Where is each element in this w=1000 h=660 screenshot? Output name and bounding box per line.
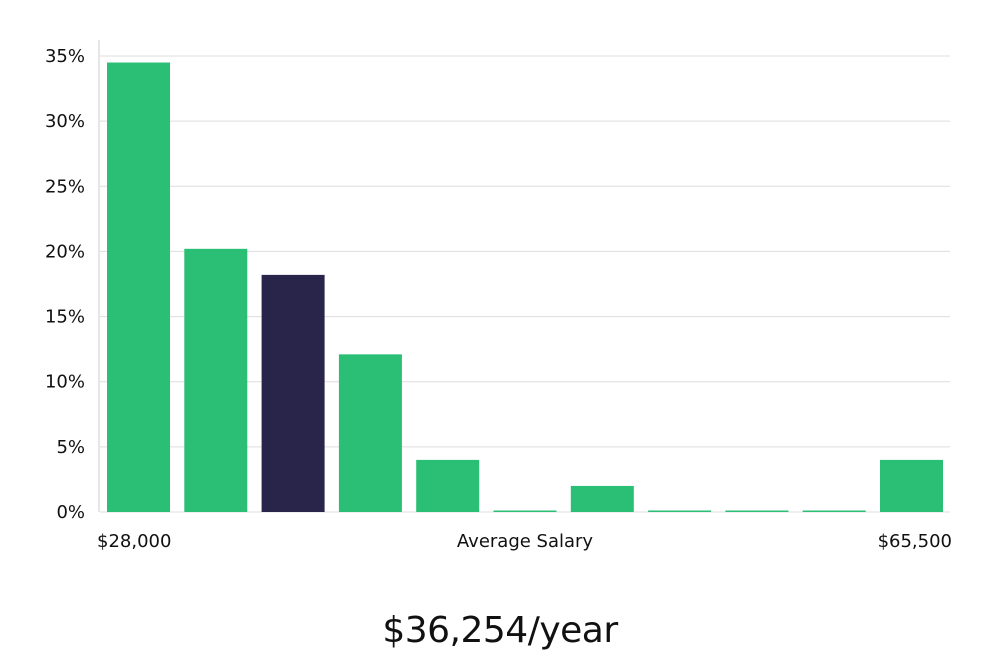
y-tick-label: 35%	[45, 46, 85, 67]
y-axis-ticks: 0% 5% 10% 15% 20% 25% 30% 35%	[45, 46, 85, 523]
y-tick-label: 5%	[56, 437, 85, 458]
bar	[802, 510, 866, 512]
bar-highlighted	[261, 274, 325, 512]
y-tick-label: 0%	[56, 502, 85, 523]
y-tick-label: 20%	[45, 241, 85, 262]
bar	[416, 459, 480, 512]
bars	[107, 62, 943, 513]
x-min-label: $28,000	[97, 531, 171, 552]
y-tick-label: 30%	[45, 111, 85, 132]
bar	[648, 510, 712, 512]
x-max-label: $65,500	[878, 531, 952, 552]
bar	[570, 485, 634, 512]
bar	[880, 459, 943, 512]
bar	[184, 248, 248, 512]
bar	[107, 62, 170, 513]
bar	[338, 354, 402, 512]
y-tick-label: 15%	[45, 307, 85, 328]
x-axis-title: Average Salary	[457, 531, 594, 552]
y-tick-label: 10%	[45, 372, 85, 393]
y-tick-label: 25%	[45, 176, 85, 197]
bar	[725, 510, 789, 512]
bar	[493, 510, 557, 512]
salary-histogram: 0% 5% 10% 15% 20% 25% 30% 35% $28,000 Average S…	[45, 40, 952, 552]
salary-headline: $36,254/year	[382, 610, 618, 651]
